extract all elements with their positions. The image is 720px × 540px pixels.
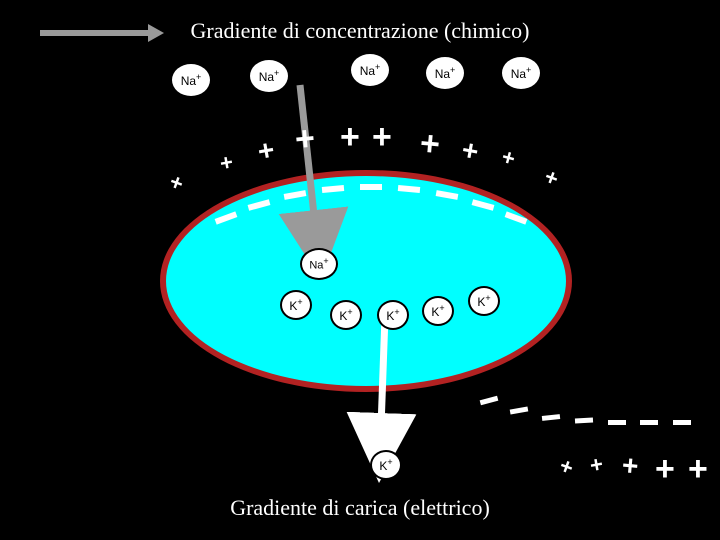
plus-charge: + — [372, 118, 392, 157]
plus-charge: + — [688, 450, 708, 489]
potassium-ion: K+ — [468, 286, 500, 316]
minus-charge — [640, 420, 658, 425]
sodium-ion: Na+ — [170, 62, 212, 98]
minus-charge — [608, 420, 626, 425]
sodium-ion: Na+ — [424, 55, 466, 91]
potassium-ion: K+ — [422, 296, 454, 326]
plus-charge: + — [293, 119, 316, 160]
sodium-ion: Na+ — [349, 52, 391, 88]
plus-charge: + — [621, 449, 640, 482]
minus-charge — [575, 418, 593, 424]
sodium-ion: Na+ — [500, 55, 542, 91]
potassium-ion: K+ — [280, 290, 312, 320]
minus-charge — [360, 184, 382, 190]
sodium-ion: Na+ — [248, 58, 290, 94]
plus-charge: + — [418, 124, 441, 165]
potassium-ion-outside: K+ — [370, 450, 402, 480]
title-bottom: Gradiente di carica (elettrico) — [0, 495, 720, 521]
plus-charge: + — [655, 450, 675, 489]
potassium-ion: K+ — [330, 300, 362, 330]
minus-charge — [673, 420, 691, 425]
plus-charge: + — [340, 118, 360, 157]
sodium-ion-inside: Na+ — [300, 248, 338, 280]
potassium-ion: K+ — [377, 300, 409, 330]
